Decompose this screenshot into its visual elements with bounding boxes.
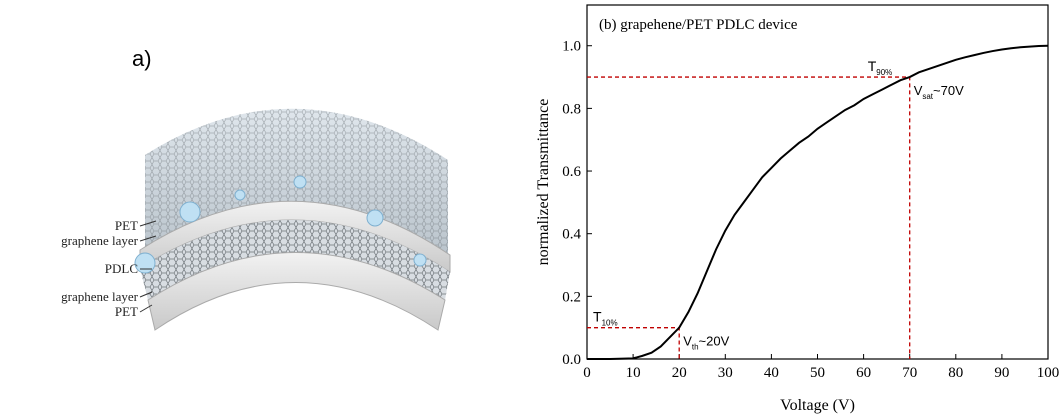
pet-layer: [147, 252, 446, 331]
x-tick-label: 10: [626, 365, 641, 381]
layer-label: PET: [115, 218, 138, 233]
x-tick-label: 90: [994, 365, 1009, 381]
y-tick-label: 0.4: [562, 227, 581, 243]
x-tick-label: 60: [856, 365, 871, 381]
annotation-text: ~70V: [933, 83, 964, 98]
annotation-text: ~20V: [699, 334, 730, 349]
annotation: Vth~20V: [683, 334, 729, 352]
diagram: a) PET graphene layer PDLC graphene laye…: [61, 46, 451, 331]
layer-label: graphene layer: [61, 289, 139, 304]
layer-label: graphene layer: [61, 233, 139, 248]
y-tick-label: 0.6: [562, 164, 581, 180]
arrow: [139, 220, 157, 227]
arrow: [139, 235, 157, 242]
droplet: [366, 209, 384, 227]
x-tick-label: 50: [810, 365, 825, 381]
arrow: [139, 291, 153, 298]
droplet: [134, 252, 156, 274]
x-axis-label: Voltage (V): [780, 397, 855, 414]
y-tick-label: 0.8: [562, 101, 581, 117]
x-tick-label: 30: [718, 365, 733, 381]
x-tick-label: 40: [764, 365, 779, 381]
data-line: [587, 44, 1049, 360]
pdlc-lattice: [140, 219, 450, 300]
droplet: [179, 201, 201, 223]
layer-label: PET: [115, 304, 138, 319]
chart-title: (b) grapehene/PET PDLC device: [599, 17, 798, 33]
annotation: T10%: [593, 309, 618, 328]
annotation-text: T: [593, 309, 602, 325]
y-tick-label: 1.0: [562, 39, 581, 55]
annotation-sub: th: [692, 343, 699, 352]
y-axis-label: normalized Transmittance: [535, 99, 552, 266]
annotation-text: T: [868, 58, 877, 74]
annotation-sub: sat: [922, 92, 933, 101]
droplet: [413, 253, 427, 267]
x-tick-label: 70: [902, 365, 917, 381]
annotation-sub: 10%: [602, 319, 618, 328]
x-tick-label: 80: [948, 365, 963, 381]
annotation-text: V: [683, 334, 692, 349]
annotation: T90%: [868, 58, 893, 77]
x-tick-label: 100: [1037, 365, 1060, 381]
annotation-text: V: [914, 83, 923, 98]
x-tick-label: 0: [583, 365, 591, 381]
annotation-sub: 90%: [876, 68, 892, 77]
droplet: [293, 175, 307, 189]
reference-line: [587, 76, 911, 359]
y-tick-label: 0.2: [562, 289, 581, 305]
annotation: Vsat~70V: [914, 83, 964, 101]
panel-label: a): [132, 46, 152, 71]
y-tick-label: 0.0: [562, 352, 581, 368]
layer-label: PDLC: [105, 261, 138, 276]
plot-frame: [586, 4, 1049, 360]
x-tick-label: 20: [672, 365, 687, 381]
droplet: [234, 189, 246, 201]
arrow: [139, 304, 153, 313]
